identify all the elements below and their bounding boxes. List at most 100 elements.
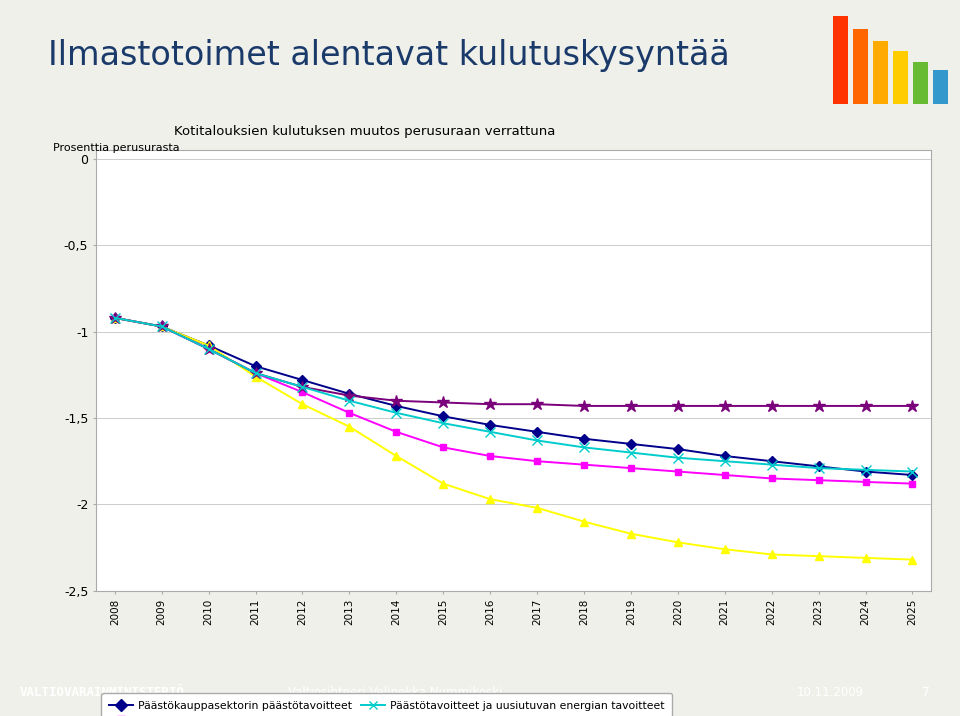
- Kioton taso: [766, 402, 778, 410]
- Koko energiapaketti A(45€): [860, 553, 872, 562]
- Koko energiapaketti A(45€): [485, 495, 496, 503]
- Päästötavoitteet ja uusiutuvan energian tavoitteet: [813, 464, 825, 473]
- Päästötavoitteet ja uusiutuvan energian tavoitteet: [578, 443, 589, 452]
- Legend: Päästökauppasektorin päästötavoitteet, Koko energiapaketti A(30€), Koko energiap: Päästökauppasektorin päästötavoitteet, K…: [102, 693, 672, 716]
- Päästötavoitteet ja uusiutuvan energian tavoitteet: [719, 457, 731, 465]
- Kioton taso: [438, 398, 449, 407]
- Koko energiapaketti A(30€): [297, 388, 308, 397]
- Päästötavoitteet ja uusiutuvan energian tavoitteet: [766, 460, 778, 469]
- Päästökauppasektorin päästötavoitteet: [813, 462, 825, 470]
- Päästökauppasektorin päästötavoitteet: [531, 427, 542, 436]
- Kioton taso: [485, 400, 496, 409]
- Kioton taso: [250, 369, 261, 377]
- Bar: [913, 62, 928, 104]
- Koko energiapaketti A(30€): [250, 369, 261, 377]
- Koko energiapaketti A(45€): [156, 322, 167, 331]
- Koko energiapaketti A(30€): [578, 460, 589, 469]
- Line: Päästökauppasektorin päästötavoitteet: Päästökauppasektorin päästötavoitteet: [111, 314, 916, 478]
- Kioton taso: [156, 322, 167, 331]
- Koko energiapaketti A(45€): [625, 529, 636, 538]
- Päästötavoitteet ja uusiutuvan energian tavoitteet: [485, 427, 496, 436]
- Päästötavoitteet ja uusiutuvan energian tavoitteet: [250, 369, 261, 377]
- Kioton taso: [297, 382, 308, 391]
- Kioton taso: [813, 402, 825, 410]
- Päästötavoitteet ja uusiutuvan energian tavoitteet: [297, 382, 308, 391]
- Kioton taso: [203, 344, 214, 353]
- Päästötavoitteet ja uusiutuvan energian tavoitteet: [344, 397, 355, 405]
- Päästötavoitteet ja uusiutuvan energian tavoitteet: [156, 322, 167, 331]
- Bar: [933, 70, 948, 104]
- Kioton taso: [578, 402, 589, 410]
- Koko energiapaketti A(30€): [109, 314, 121, 322]
- Kioton taso: [625, 402, 636, 410]
- Koko energiapaketti A(45€): [578, 518, 589, 526]
- Koko energiapaketti A(45€): [203, 342, 214, 350]
- Koko energiapaketti A(30€): [485, 452, 496, 460]
- Kioton taso: [906, 402, 918, 410]
- Päästökauppasektorin päästötavoitteet: [438, 412, 449, 420]
- Päästökauppasektorin päästötavoitteet: [109, 314, 121, 322]
- Koko energiapaketti A(30€): [344, 409, 355, 417]
- Line: Koko energiapaketti A(45€): Koko energiapaketti A(45€): [110, 314, 917, 563]
- Päästökauppasektorin päästötavoitteet: [766, 457, 778, 465]
- Päästökauppasektorin päästötavoitteet: [625, 440, 636, 448]
- Kioton taso: [672, 402, 684, 410]
- Line: Päästötavoitteet ja uusiutuvan energian tavoitteet: Päästötavoitteet ja uusiutuvan energian …: [109, 313, 918, 476]
- Päästötavoitteet ja uusiutuvan energian tavoitteet: [531, 436, 542, 445]
- Kioton taso: [344, 391, 355, 400]
- Bar: [873, 41, 888, 104]
- Koko energiapaketti A(30€): [906, 479, 918, 488]
- Koko energiapaketti A(45€): [531, 503, 542, 512]
- Koko energiapaketti A(45€): [109, 314, 121, 322]
- Päästökauppasektorin päästötavoitteet: [906, 470, 918, 479]
- Päästötavoitteet ja uusiutuvan energian tavoitteet: [391, 409, 402, 417]
- Line: Koko energiapaketti A(30€): Koko energiapaketti A(30€): [111, 314, 916, 487]
- Päästökauppasektorin päästötavoitteet: [344, 390, 355, 398]
- Koko energiapaketti A(30€): [438, 443, 449, 452]
- Päästökauppasektorin päästötavoitteet: [672, 445, 684, 453]
- Päästökauppasektorin päästötavoitteet: [391, 402, 402, 410]
- Koko energiapaketti A(30€): [860, 478, 872, 486]
- Koko energiapaketti A(30€): [813, 476, 825, 485]
- Päästötavoitteet ja uusiutuvan energian tavoitteet: [672, 453, 684, 462]
- Päästökauppasektorin päästötavoitteet: [297, 376, 308, 384]
- Koko energiapaketti A(30€): [625, 464, 636, 473]
- Päästötavoitteet ja uusiutuvan energian tavoitteet: [906, 468, 918, 476]
- Päästökauppasektorin päästötavoitteet: [203, 342, 214, 350]
- Text: Valtiosihteeri Velipekka Nummikoski: Valtiosihteeri Velipekka Nummikoski: [288, 686, 502, 700]
- Text: Prosenttia perusurasta: Prosenttia perusurasta: [53, 143, 180, 153]
- Koko energiapaketti A(30€): [719, 470, 731, 479]
- Text: 7: 7: [922, 686, 929, 700]
- Koko energiapaketti A(45€): [344, 422, 355, 431]
- Bar: [833, 16, 848, 104]
- Bar: [852, 29, 868, 104]
- Päästökauppasektorin päästötavoitteet: [860, 468, 872, 476]
- Line: Kioton taso: Kioton taso: [108, 311, 919, 412]
- Päästötavoitteet ja uusiutuvan energian tavoitteet: [625, 448, 636, 457]
- Kioton taso: [391, 397, 402, 405]
- Päästötavoitteet ja uusiutuvan energian tavoitteet: [109, 314, 121, 322]
- Koko energiapaketti A(45€): [719, 545, 731, 553]
- Päästökauppasektorin päästötavoitteet: [250, 362, 261, 370]
- Koko energiapaketti A(45€): [813, 552, 825, 561]
- Koko energiapaketti A(45€): [297, 400, 308, 409]
- Koko energiapaketti A(30€): [156, 322, 167, 331]
- Koko energiapaketti A(30€): [672, 468, 684, 476]
- Text: Ilmastotoimet alentavat kulutuskysyntää: Ilmastotoimet alentavat kulutuskysyntää: [48, 39, 730, 72]
- Koko energiapaketti A(30€): [391, 427, 402, 436]
- Text: Kotitalouksien kulutuksen muutos perusuraan verrattuna: Kotitalouksien kulutuksen muutos perusur…: [174, 125, 556, 138]
- Päästötavoitteet ja uusiutuvan energian tavoitteet: [438, 419, 449, 427]
- Päästökauppasektorin päästötavoitteet: [485, 420, 496, 429]
- Päästötavoitteet ja uusiutuvan energian tavoitteet: [203, 344, 214, 353]
- Koko energiapaketti A(30€): [766, 474, 778, 483]
- Koko energiapaketti A(45€): [391, 452, 402, 460]
- Koko energiapaketti A(30€): [203, 344, 214, 353]
- Kioton taso: [531, 400, 542, 409]
- Kioton taso: [860, 402, 872, 410]
- Kioton taso: [719, 402, 731, 410]
- Koko energiapaketti A(45€): [672, 538, 684, 546]
- Text: VALTIOVARAINMINISTERIÖ: VALTIOVARAINMINISTERIÖ: [19, 686, 184, 700]
- Text: 10.11.2009: 10.11.2009: [797, 686, 864, 700]
- Kioton taso: [109, 314, 121, 322]
- Bar: [893, 51, 908, 104]
